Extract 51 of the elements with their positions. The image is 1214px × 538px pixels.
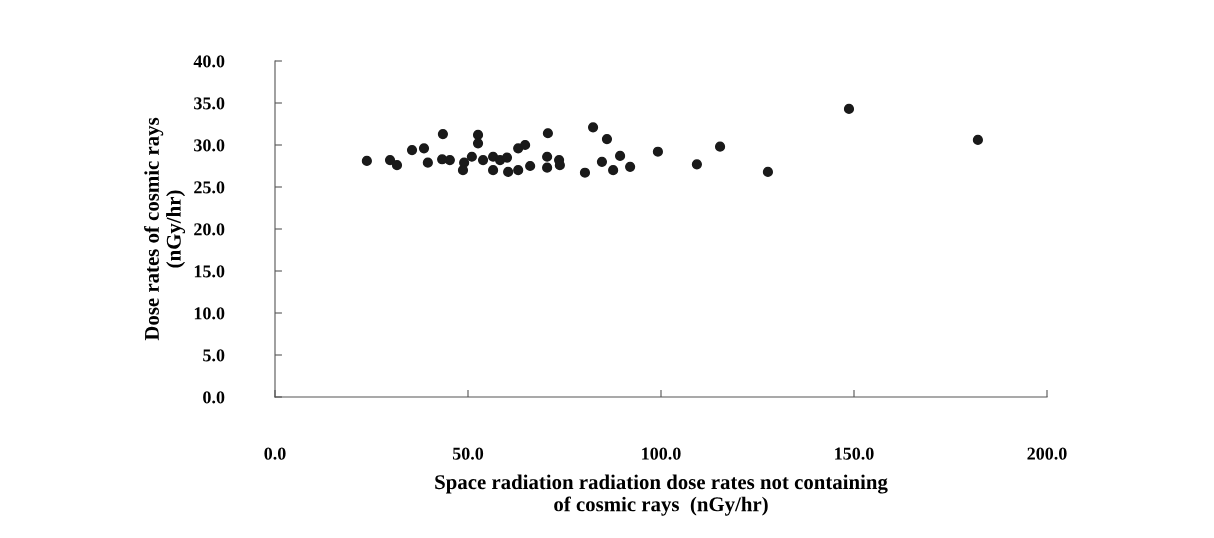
- x-tick-label: 200.0: [1027, 447, 1067, 460]
- x-tick-label: 100.0: [642, 447, 681, 460]
- point: [596, 156, 608, 167]
- point: [466, 151, 477, 162]
- point: [691, 159, 702, 170]
- point: [542, 151, 553, 162]
- point: [520, 139, 531, 151]
- point: [488, 165, 499, 176]
- y-tick-label: 15.0: [194, 265, 225, 278]
- y-tick-label: 5.0: [203, 349, 225, 362]
- x-tick-label: 50.0: [452, 447, 484, 460]
- point: [542, 162, 553, 173]
- y-tick-label: 30.0: [194, 139, 225, 152]
- point: [477, 155, 489, 166]
- x-tick-label: 150.0: [835, 447, 874, 460]
- point: [542, 128, 553, 139]
- point: [587, 122, 599, 133]
- point: [437, 128, 448, 140]
- point: [384, 155, 396, 166]
- point: [652, 146, 663, 157]
- point: [422, 157, 433, 168]
- point: [391, 160, 403, 171]
- point: [714, 141, 726, 152]
- point: [762, 166, 774, 177]
- y-tick-label: 25.0: [194, 181, 225, 194]
- point: [457, 165, 469, 176]
- point: [361, 155, 372, 167]
- point: [444, 155, 455, 166]
- y-tick-label: 35.0: [194, 97, 225, 110]
- point: [472, 138, 484, 149]
- point: [843, 103, 855, 114]
- x-axis-title: Space radiation radiation dose rates not containing of cosmic rays (nGy/hr): [435, 474, 888, 516]
- x-tick-label: 0.0: [264, 447, 286, 460]
- point: [554, 160, 565, 171]
- y-tick-label: 0.0: [203, 391, 225, 404]
- point: [513, 165, 524, 176]
- point: [972, 134, 983, 146]
- point: [525, 160, 536, 172]
- point: [501, 152, 513, 163]
- y-axis-title: Dose rates of cosmic rays (nGy/hr): [144, 117, 186, 341]
- point: [503, 166, 514, 177]
- point: [625, 161, 636, 172]
- y-tick-label: 40.0: [193, 55, 225, 68]
- y-tick-label: 10.0: [194, 307, 225, 320]
- point: [601, 134, 613, 145]
- point: [418, 143, 430, 154]
- point: [579, 167, 591, 178]
- y-tick-label: 20.0: [194, 223, 225, 236]
- point: [614, 150, 626, 162]
- point: [406, 144, 418, 156]
- point: [608, 165, 619, 176]
